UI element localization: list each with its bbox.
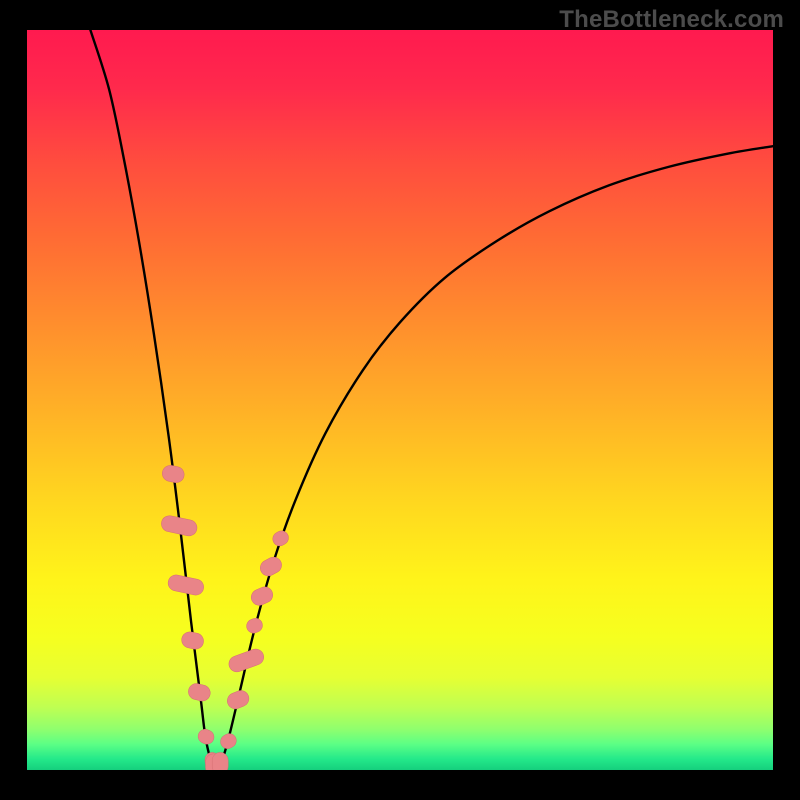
watermark-text: TheBottleneck.com <box>559 6 784 34</box>
chart-root: TheBottleneck.com <box>0 0 800 800</box>
outer-frame <box>0 0 800 800</box>
